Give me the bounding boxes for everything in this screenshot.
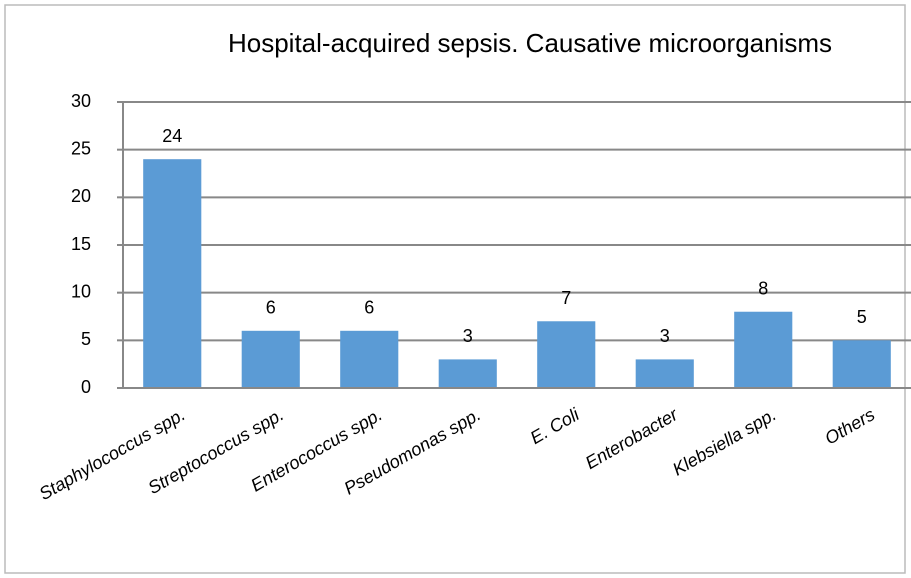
chart-title: Hospital-acquired sepsis. Causative micr…	[228, 28, 832, 58]
data-label: 6	[266, 298, 276, 318]
bar	[734, 311, 793, 388]
bar	[537, 321, 596, 388]
bar	[832, 340, 891, 388]
bar	[241, 330, 300, 388]
data-label: 5	[857, 307, 867, 327]
y-tick-label: 30	[71, 91, 91, 111]
bar	[143, 159, 202, 388]
y-tick-label: 20	[71, 186, 91, 206]
data-label: 7	[561, 288, 571, 308]
data-label: 24	[162, 126, 182, 146]
y-tick-label: 0	[81, 377, 91, 397]
y-tick-label: 15	[71, 234, 91, 254]
bar	[635, 359, 694, 388]
data-label: 3	[463, 326, 473, 346]
data-label: 3	[660, 326, 670, 346]
data-label: 6	[364, 298, 374, 318]
y-tick-label: 25	[71, 138, 91, 158]
y-tick-label: 5	[81, 329, 91, 349]
y-tick-label: 10	[71, 281, 91, 301]
bar	[438, 359, 497, 388]
data-label: 8	[758, 278, 768, 298]
chart-border	[4, 4, 906, 574]
bar	[340, 330, 399, 388]
